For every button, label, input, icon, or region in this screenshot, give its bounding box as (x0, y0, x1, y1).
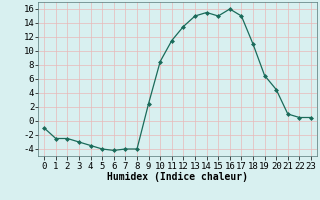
X-axis label: Humidex (Indice chaleur): Humidex (Indice chaleur) (107, 172, 248, 182)
